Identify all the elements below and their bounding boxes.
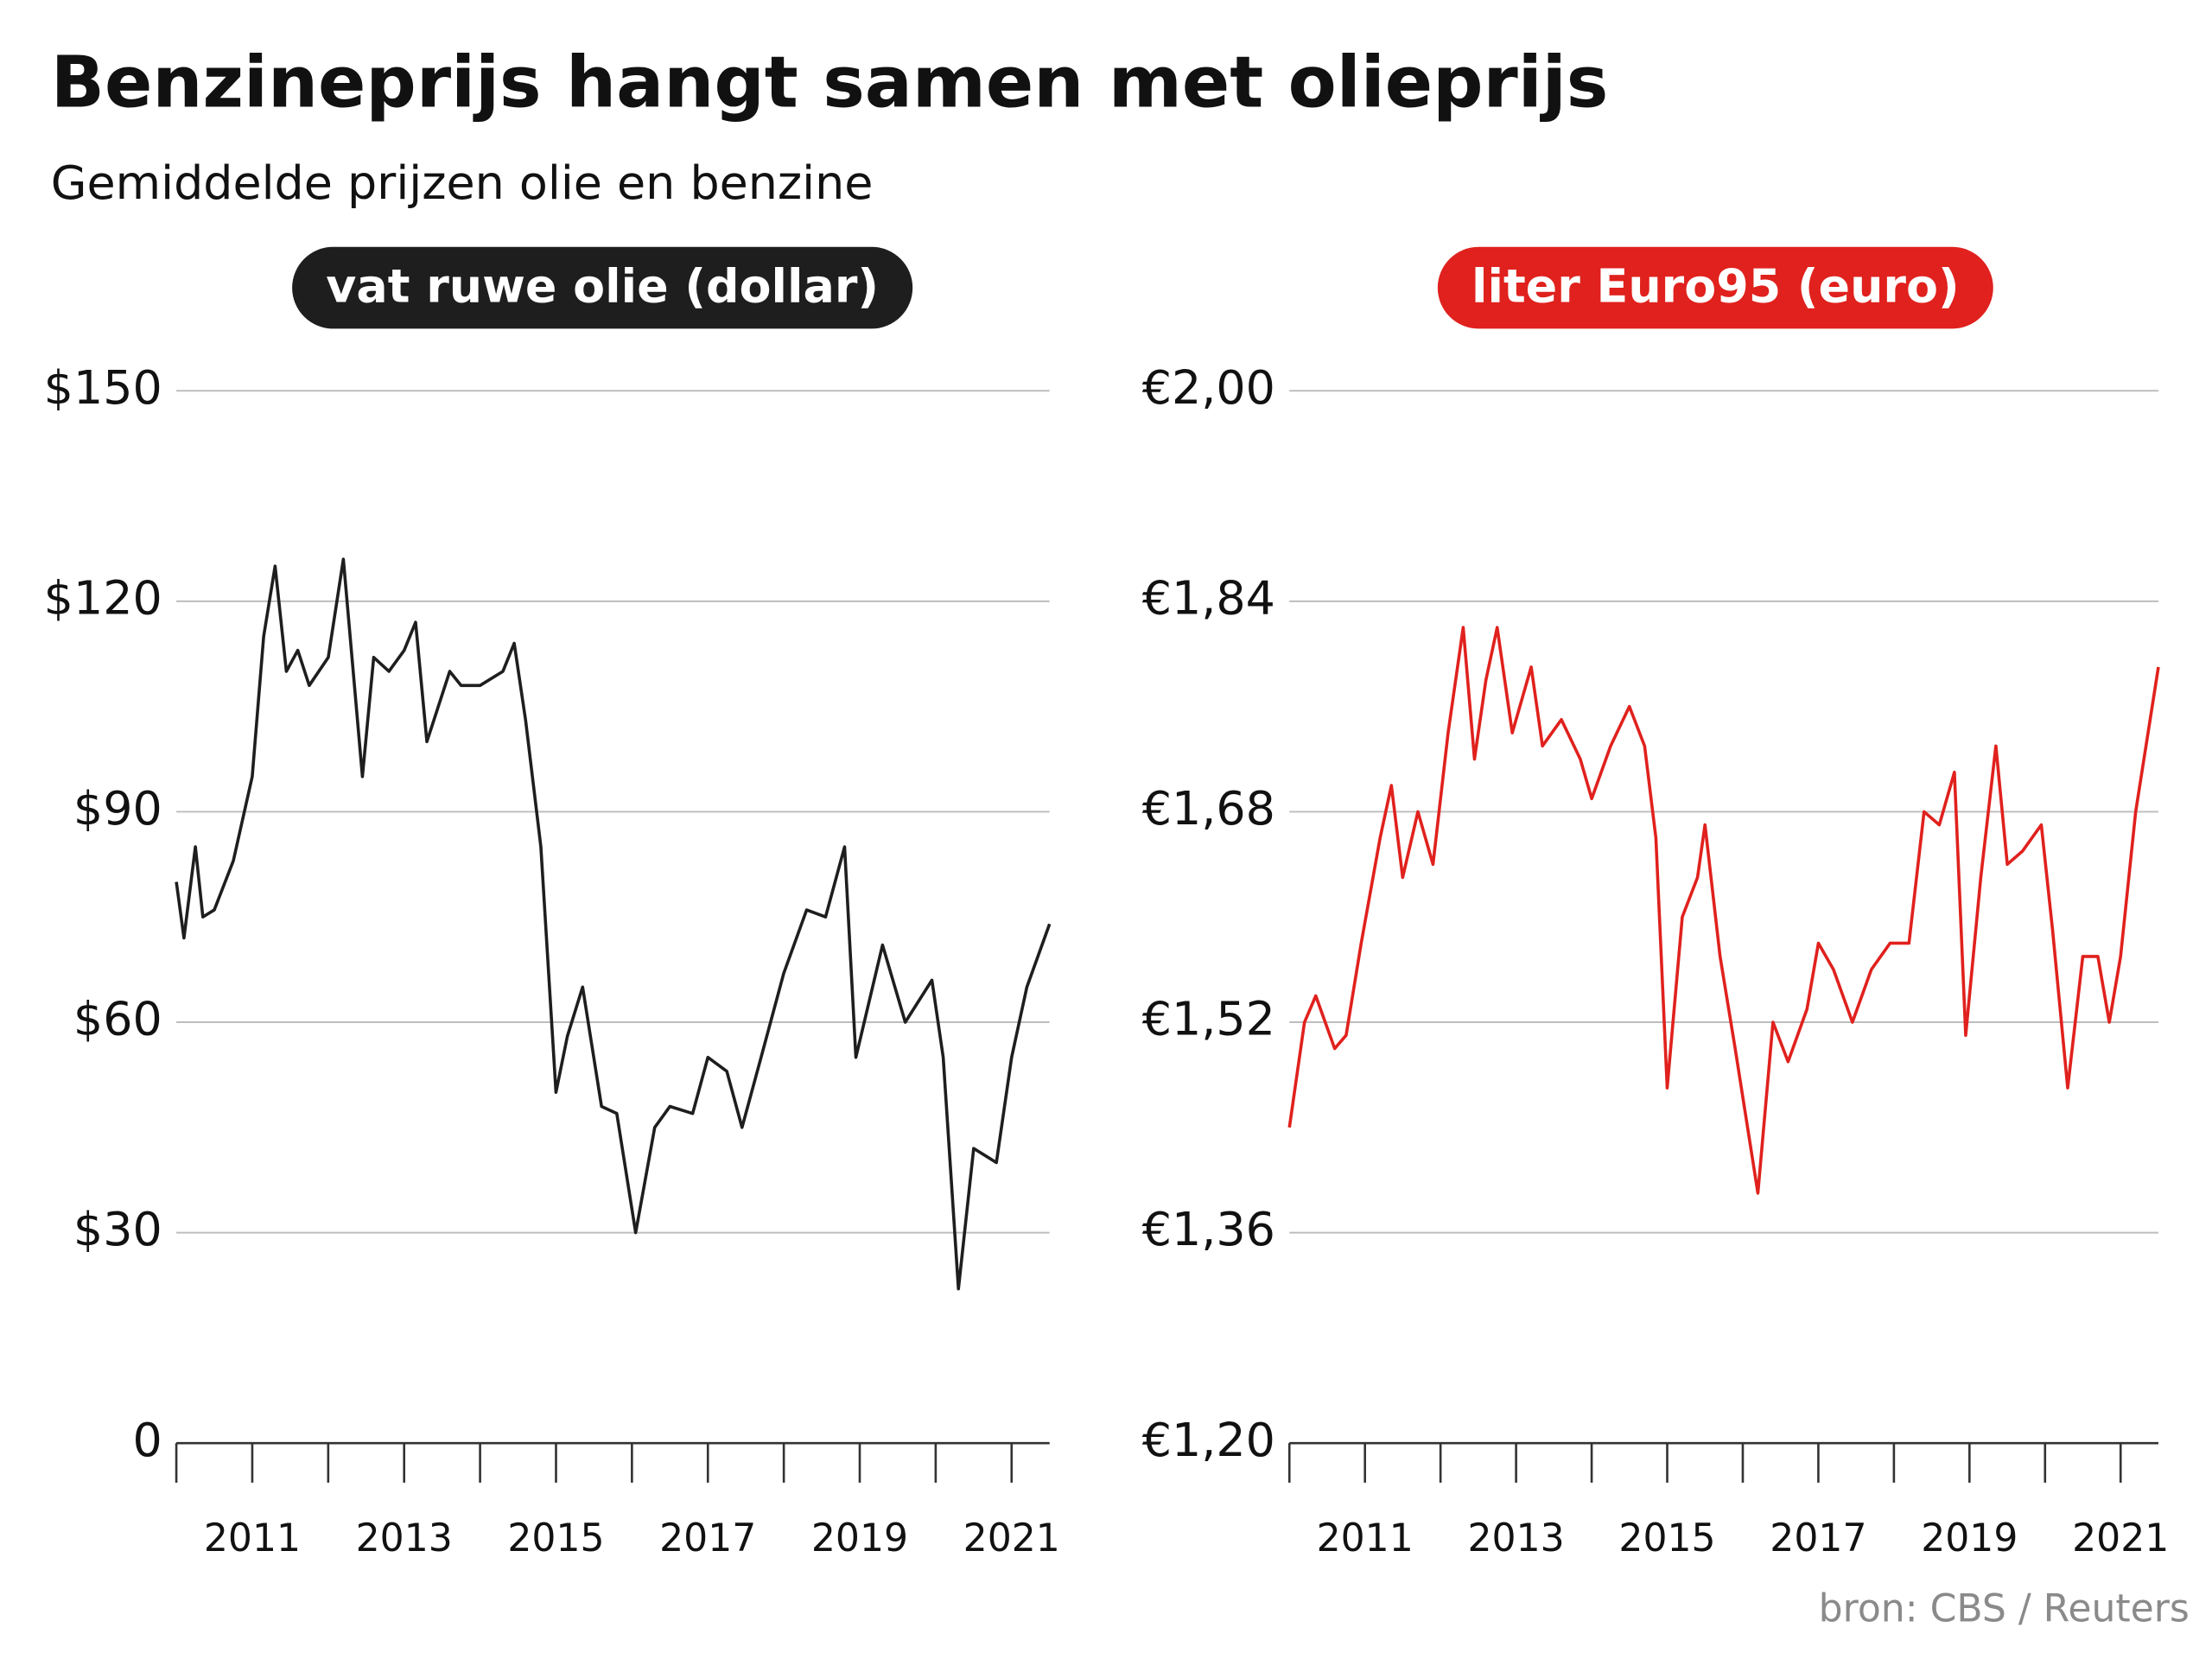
y-tick-label: $60 (73, 992, 162, 1046)
y-tick-label: €1,20 (1142, 1413, 1275, 1467)
x-tick-label: 2019 (1921, 1516, 2018, 1560)
x-tick-label: 2013 (356, 1516, 453, 1560)
chart-subtitle: Gemiddelde prijzen olie en benzine (51, 156, 874, 210)
data-line (175, 557, 1052, 1291)
legend-pill (292, 246, 913, 329)
legend-pill (1437, 246, 1993, 329)
y-tick-label: $30 (73, 1202, 162, 1256)
y-tick-label: $90 (73, 781, 162, 836)
data-line (1287, 626, 2160, 1195)
x-tick-label: 2021 (963, 1516, 1060, 1560)
x-tick-label: 2011 (204, 1516, 301, 1560)
x-tick-label: 2015 (1618, 1516, 1715, 1560)
y-tick-label: €2,00 (1142, 360, 1275, 415)
source: bron: CBS / Reuters (1819, 1586, 2190, 1630)
x-tick-label: 2011 (1317, 1516, 1414, 1560)
x-tick-label: 2017 (659, 1516, 756, 1560)
y-tick-label: €1,36 (1142, 1202, 1275, 1256)
x-tick-label: 2013 (1468, 1516, 1565, 1560)
chart-title: Benzineprijs hangt samen met olieprijs (51, 42, 1609, 124)
x-tick-label: 2015 (507, 1516, 604, 1560)
legend-label: vat ruwe olie (dollar) (326, 258, 879, 313)
y-tick-label: €1,68 (1142, 781, 1275, 836)
y-tick-label: €1,84 (1142, 570, 1275, 625)
y-tick-label: $150 (44, 360, 162, 415)
y-tick-label: $120 (44, 570, 162, 625)
x-tick-label: 2017 (1770, 1516, 1866, 1560)
x-tick-label: 2021 (2072, 1516, 2169, 1560)
legend-label: liter Euro95 (euro) (1471, 258, 1960, 313)
y-tick-label: €1,52 (1142, 992, 1275, 1046)
y-tick-label: 0 (132, 1413, 162, 1467)
x-tick-label: 2019 (811, 1516, 908, 1560)
